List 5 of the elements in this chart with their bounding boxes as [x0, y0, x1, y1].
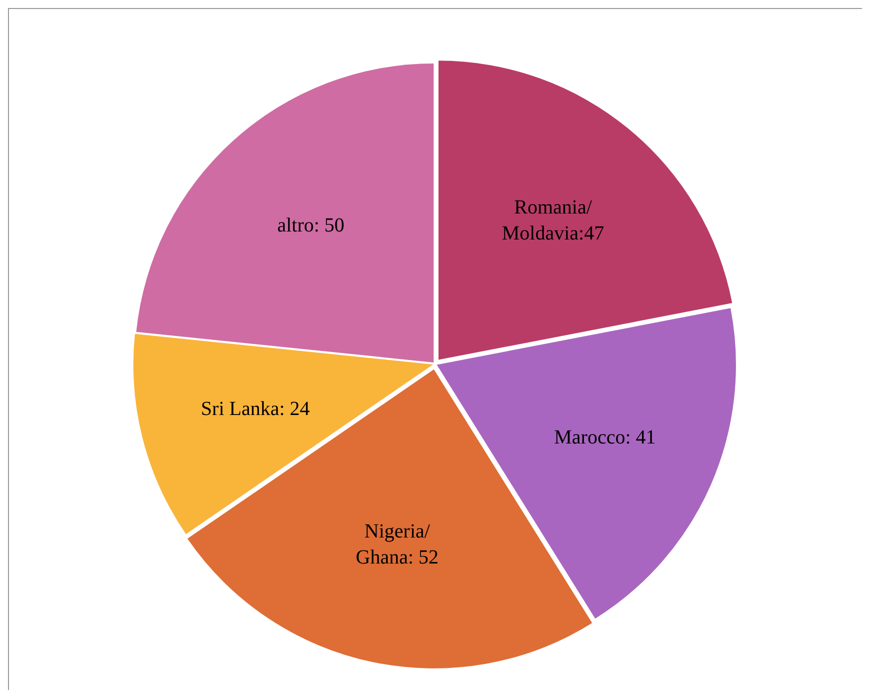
slice-label: Nigeria/ Ghana: 52	[356, 520, 439, 569]
slice-label: Marocco: 41	[554, 426, 656, 448]
slice-label: altro: 50	[277, 214, 344, 237]
slice-label: Romania/ Moldavia:47	[502, 196, 604, 244]
slice-label: Sri Lanka: 24	[200, 398, 310, 420]
